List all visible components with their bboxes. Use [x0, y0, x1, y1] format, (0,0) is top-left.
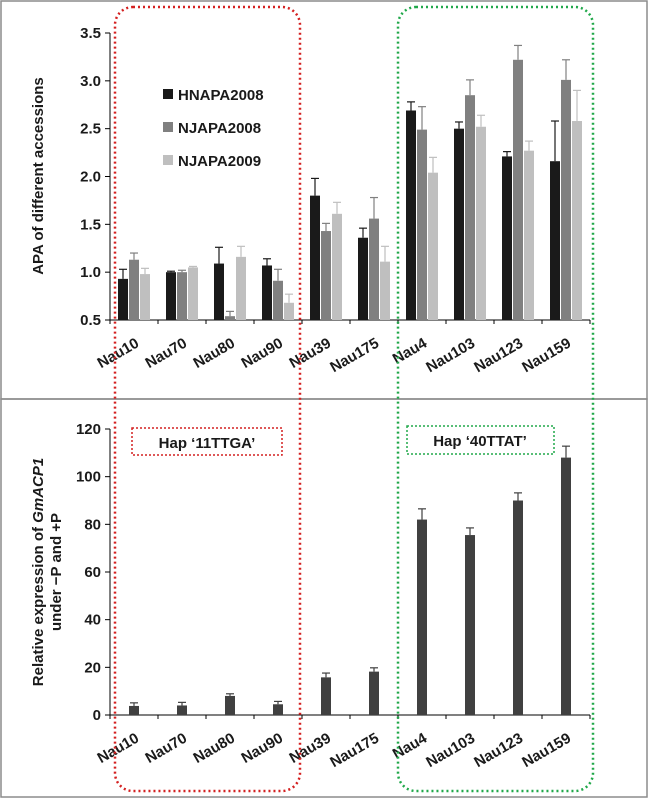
x-tick-label: Nau159	[519, 730, 574, 771]
legend-label: NJAPA2009	[178, 153, 261, 170]
haplotype-40ttat-label-box	[406, 425, 555, 455]
legend-swatch	[163, 155, 173, 165]
bar	[188, 267, 198, 320]
legend-swatch	[163, 89, 173, 99]
x-tick-label: Nau39	[287, 730, 334, 767]
bar	[129, 259, 139, 320]
haplotype-11ttga-box	[113, 5, 302, 793]
y-tick-label: 0	[93, 707, 101, 724]
bar	[406, 110, 416, 321]
x-tick-label: Nau80	[191, 730, 238, 767]
bar	[332, 213, 342, 320]
bar	[465, 535, 475, 715]
bottom-chart: 0 20 40 60 80 100 120 Nau10 Nau70 Nau80 Nau90 Nau39…	[30, 421, 591, 771]
x-tick-label: Nau103	[423, 730, 478, 771]
y-tick-label: 3.0	[80, 73, 101, 90]
y-tick-label: 60	[84, 564, 101, 581]
bar	[140, 274, 150, 320]
y-tick-label: 20	[84, 659, 101, 676]
bar	[380, 261, 390, 320]
bar	[513, 500, 523, 715]
x-tick-label: Nau70	[143, 335, 190, 372]
y-tick-label: 80	[84, 516, 101, 533]
bar	[310, 195, 320, 320]
bar	[369, 218, 379, 320]
x-tick-label: Nau39	[287, 335, 334, 372]
y-axis-title: APA of different accessions	[30, 77, 47, 275]
bar	[321, 677, 331, 715]
haplotype-40ttat-box	[396, 5, 595, 793]
bar	[572, 121, 582, 320]
bar	[524, 150, 534, 320]
x-tick-label: Nau175	[327, 730, 382, 771]
bar	[236, 256, 246, 320]
x-tick-label: Nau80	[191, 335, 238, 372]
y-tick-label: 1.0	[80, 264, 101, 281]
x-tick-label: Nau70	[143, 730, 190, 767]
bar	[369, 671, 379, 715]
bar	[118, 278, 128, 320]
x-tick-label: Nau90	[239, 335, 286, 372]
bar	[166, 272, 176, 320]
bar	[214, 263, 224, 320]
x-tick-label: Nau123	[471, 335, 526, 376]
x-tick-label: Nau175	[327, 335, 382, 376]
bottom-panel-frame	[0, 398, 648, 798]
bar	[502, 156, 512, 320]
y-tick-label: 2.0	[80, 169, 101, 186]
bar	[550, 161, 560, 320]
x-tick-label: Nau123	[471, 730, 526, 771]
y-axis-title-line2: under −P and +P	[48, 513, 65, 631]
x-tick-label: Nau159	[519, 335, 574, 376]
bar	[561, 79, 571, 320]
bar	[476, 126, 486, 321]
haplotype-40ttat-label: Hap ‘40TTAT’	[433, 433, 527, 450]
bar	[177, 272, 187, 320]
bar	[465, 95, 475, 320]
legend-label: HNAPA2008	[178, 87, 264, 104]
bar	[321, 231, 331, 320]
x-tick-label: Nau90	[239, 730, 286, 767]
x-tick-label: Nau10	[95, 730, 142, 767]
bar	[225, 695, 235, 715]
y-axis-title-line1: Relative expression of GmACP1	[30, 458, 47, 686]
haplotype-11ttga-label-box	[131, 427, 283, 456]
bar	[262, 265, 272, 320]
bar	[561, 457, 571, 715]
y-axis-title-prefix: Relative expression of	[30, 523, 47, 686]
y-tick-label: 2.5	[80, 121, 101, 138]
bar	[454, 128, 464, 320]
haplotype-11ttga-label: Hap ‘11TTGA’	[159, 435, 256, 452]
bar	[273, 280, 283, 320]
y-axis-title-gene: GmACP1	[30, 458, 47, 523]
y-tick-label: 120	[76, 421, 101, 438]
y-tick-label: 1.5	[80, 216, 101, 233]
bar	[428, 172, 438, 320]
bar	[273, 704, 283, 715]
bar	[513, 59, 523, 320]
x-tick-label: Nau103	[423, 335, 478, 376]
x-tick-label: Nau10	[95, 335, 142, 372]
bar	[225, 316, 235, 320]
y-tick-label: 40	[84, 612, 101, 629]
bar	[417, 519, 427, 715]
bar	[177, 705, 187, 715]
bar	[129, 705, 139, 715]
y-tick-label: 3.5	[80, 25, 101, 42]
y-tick-label: 100	[76, 469, 101, 486]
bar	[417, 129, 427, 320]
legend-swatch	[163, 122, 173, 132]
bar	[284, 302, 294, 320]
legend-label: NJAPA2008	[178, 120, 261, 137]
bar	[358, 237, 368, 320]
y-tick-label: 0.5	[80, 312, 101, 329]
